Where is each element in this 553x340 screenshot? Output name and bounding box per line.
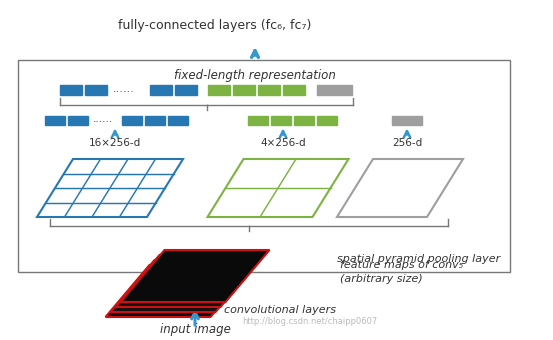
Bar bbox=[317, 85, 352, 95]
Text: spatial pyramid pooling layer: spatial pyramid pooling layer bbox=[337, 254, 500, 264]
Bar bbox=[45, 116, 65, 124]
Bar bbox=[145, 116, 165, 124]
Bar bbox=[233, 85, 255, 95]
Polygon shape bbox=[116, 255, 264, 307]
Text: ......: ...... bbox=[93, 115, 113, 124]
Bar bbox=[283, 85, 305, 95]
Text: input image: input image bbox=[160, 323, 231, 337]
Polygon shape bbox=[121, 250, 269, 302]
Bar bbox=[85, 85, 107, 95]
Text: 256-d: 256-d bbox=[392, 138, 422, 149]
Polygon shape bbox=[37, 159, 183, 217]
Bar bbox=[68, 116, 88, 124]
Text: 16×256-d: 16×256-d bbox=[89, 138, 141, 149]
Text: http://blog.csdn.net/chaipp0607: http://blog.csdn.net/chaipp0607 bbox=[242, 318, 378, 326]
Polygon shape bbox=[337, 159, 463, 217]
Text: 4×256-d: 4×256-d bbox=[260, 138, 306, 149]
Bar bbox=[60, 85, 82, 95]
Bar bbox=[208, 85, 230, 95]
Bar bbox=[258, 85, 280, 95]
Bar bbox=[317, 116, 337, 124]
Bar bbox=[122, 116, 142, 124]
Bar bbox=[150, 85, 172, 95]
Bar bbox=[294, 116, 314, 124]
Bar bbox=[248, 116, 268, 124]
Bar bbox=[271, 116, 291, 124]
Text: fixed-length representation: fixed-length representation bbox=[174, 68, 336, 82]
Text: feature maps of conv₅
(arbitrary size): feature maps of conv₅ (arbitrary size) bbox=[340, 260, 463, 284]
Text: fully-connected layers (fc₆, fc₇): fully-connected layers (fc₆, fc₇) bbox=[118, 18, 312, 32]
Text: convolutional layers: convolutional layers bbox=[224, 305, 336, 315]
Bar bbox=[168, 116, 188, 124]
Polygon shape bbox=[207, 159, 348, 217]
Bar bbox=[18, 60, 510, 272]
Polygon shape bbox=[111, 260, 259, 312]
Polygon shape bbox=[106, 265, 254, 317]
Text: ......: ...... bbox=[113, 85, 135, 95]
Bar bbox=[392, 116, 422, 124]
Bar bbox=[175, 85, 197, 95]
